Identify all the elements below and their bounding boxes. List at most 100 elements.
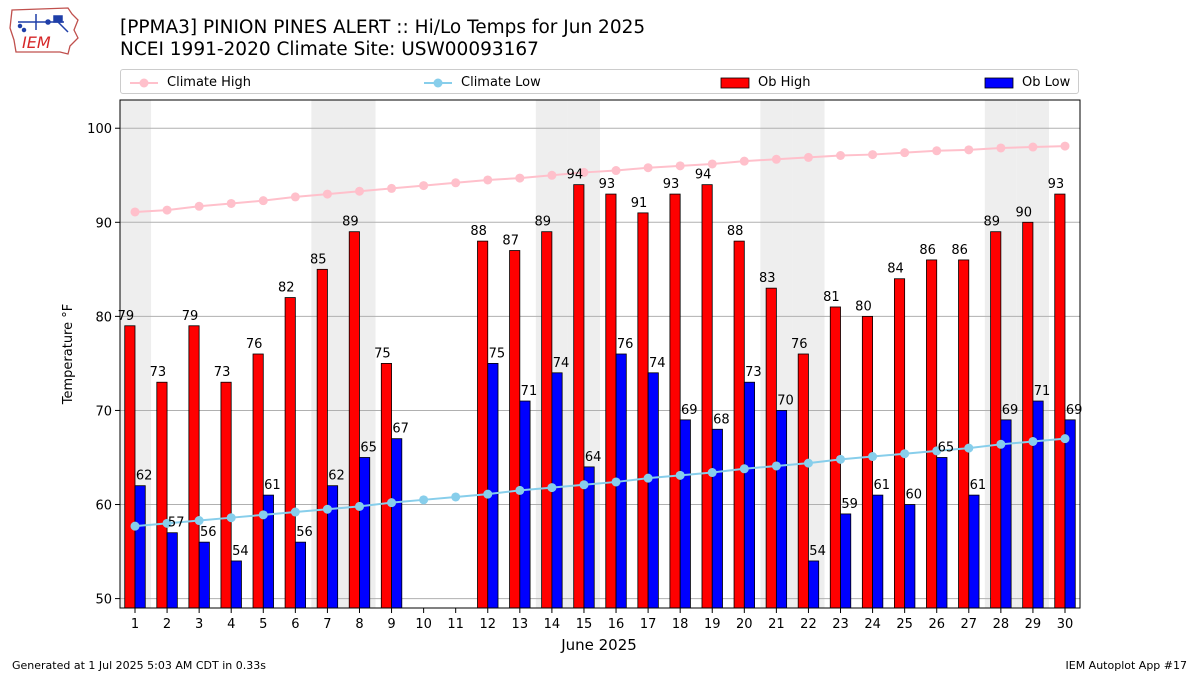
x-tick-label-8: 8 <box>355 617 363 632</box>
ob-high-bar-day-19 <box>701 184 713 609</box>
x-tick-label-27: 27 <box>961 617 978 632</box>
climate-high-point-day-17 <box>643 163 653 173</box>
climate-high-point-day-20 <box>739 156 749 166</box>
x-tick-label-17: 17 <box>640 617 657 632</box>
climate-high-point-day-6 <box>290 192 300 202</box>
ob-high-label-day-18: 93 <box>663 177 680 192</box>
ob-low-bar-day-4 <box>230 560 242 609</box>
climate-low-point-day-12 <box>483 489 493 499</box>
ob-low-label-day-27: 61 <box>970 478 987 493</box>
climate-low-point-day-1 <box>130 521 140 531</box>
ob-low-label-day-12: 75 <box>489 346 506 361</box>
ob-low-bar-day-7 <box>327 485 339 609</box>
climate-low-point-day-22 <box>803 458 813 468</box>
ob-high-bar-day-5 <box>252 353 264 609</box>
ob-low-label-day-2: 57 <box>168 516 185 531</box>
ob-high-label-day-29: 90 <box>1016 205 1033 220</box>
ob-high-label-day-23: 81 <box>823 290 840 305</box>
x-tick-label-22: 22 <box>800 617 817 632</box>
climate-low-point-day-2 <box>162 518 172 528</box>
climate-low-point-day-3 <box>194 516 204 526</box>
ob-low-bar-day-12 <box>487 363 499 609</box>
ob-high-label-day-28: 89 <box>983 215 1000 230</box>
ob-low-bar-day-19 <box>711 428 723 609</box>
climate-low-point-day-10 <box>419 495 429 505</box>
climate-high-point-day-23 <box>836 151 846 161</box>
iowa-state-outline <box>9 7 79 55</box>
ob-high-bar-day-22 <box>797 353 809 609</box>
ob-low-label-day-3: 56 <box>200 525 217 540</box>
ob-high-label-day-13: 87 <box>502 234 519 249</box>
ob-high-bar-swatch <box>720 77 750 88</box>
climate-low-point-day-5 <box>258 510 268 520</box>
ob-low-label-day-21: 70 <box>777 393 794 408</box>
ob-low-bar-day-13 <box>519 400 531 609</box>
ob-low-label-day-25: 60 <box>906 488 923 503</box>
ob-high-bar-day-4 <box>220 381 232 609</box>
climate-low-point-day-19 <box>707 468 717 478</box>
climate-high-point-day-10 <box>419 181 429 191</box>
ob-low-label-day-29: 71 <box>1034 384 1051 399</box>
legend-label-climate-high: Climate High <box>167 75 252 90</box>
ob-low-label-day-23: 59 <box>841 497 858 512</box>
legend-label-ob-low: Ob Low <box>1022 75 1071 90</box>
climate-high-point-day-24 <box>868 150 878 160</box>
x-tick-label-30: 30 <box>1057 617 1074 632</box>
ob-low-label-day-14: 74 <box>553 356 570 371</box>
x-tick-label-2: 2 <box>163 617 171 632</box>
ob-low-label-day-16: 76 <box>617 337 634 352</box>
climate-high-point-day-26 <box>932 146 942 156</box>
ob-low-label-day-4: 54 <box>232 544 249 559</box>
ob-high-bar-day-24 <box>861 315 873 609</box>
climate-high-point-day-3 <box>194 201 204 211</box>
ob-high-bar-day-28 <box>990 231 1002 609</box>
ob-high-bar-day-25 <box>893 278 906 609</box>
climate-low-point-day-24 <box>868 452 878 462</box>
ob-high-label-day-5: 76 <box>246 337 263 352</box>
climate-high-point-day-7 <box>322 189 332 199</box>
footer-generated: Generated at 1 Jul 2025 5:03 AM CDT in 0… <box>12 659 266 672</box>
ob-high-label-day-27: 86 <box>951 243 968 258</box>
ob-high-bar-day-14 <box>541 231 553 609</box>
x-tick-label-18: 18 <box>672 617 689 632</box>
climate-high-point-day-5 <box>258 196 268 206</box>
x-tick-label-3: 3 <box>195 617 203 632</box>
x-tick-label-13: 13 <box>512 617 529 632</box>
x-tick-label-15: 15 <box>576 617 593 632</box>
ob-high-label-day-3: 79 <box>182 309 199 324</box>
ob-low-bar-day-30 <box>1064 419 1076 609</box>
weather-station-icon <box>17 14 69 33</box>
legend: Climate High Climate Low Ob High Ob Low <box>120 69 1079 94</box>
y-tick-label-100: 100 <box>87 122 112 137</box>
x-tick-label-21: 21 <box>768 617 785 632</box>
climate-high-point-day-12 <box>483 175 493 185</box>
x-tick-label-16: 16 <box>608 617 625 632</box>
ob-high-bar-day-15 <box>573 184 585 609</box>
ob-low-label-day-7: 62 <box>328 469 345 484</box>
ob-high-bar-day-27 <box>958 259 970 609</box>
ob-low-label-day-6: 56 <box>296 525 313 540</box>
ob-low-label-day-5: 61 <box>264 478 281 493</box>
climate-low-point-day-15 <box>579 480 589 490</box>
climate-low-point-day-23 <box>836 454 846 464</box>
climate-high-line <box>134 145 1066 213</box>
x-tick-label-10: 10 <box>415 617 432 632</box>
ob-high-label-day-26: 86 <box>919 243 936 258</box>
chart-title: [PPMA3] PINION PINES ALERT :: Hi/Lo Temp… <box>120 17 646 38</box>
climate-high-point-day-8 <box>354 186 364 196</box>
ob-high-bar-day-3 <box>188 325 200 609</box>
climate-low-point-day-9 <box>387 498 397 508</box>
ob-high-bar-day-6 <box>284 297 296 609</box>
climate-low-point-day-25 <box>900 449 910 459</box>
y-tick-label-60: 60 <box>95 499 112 514</box>
ob-high-label-day-1: 79 <box>118 309 135 324</box>
ob-low-bar-swatch <box>984 77 1014 88</box>
x-tick-label-4: 4 <box>227 617 235 632</box>
chart-subtitle: NCEI 1991-2020 Climate Site: USW00093167 <box>120 39 539 60</box>
x-tick-label-6: 6 <box>291 617 299 632</box>
ob-low-bar-day-23 <box>840 513 852 609</box>
climate-high-point-day-13 <box>515 173 525 183</box>
legend-item-ob-high: Ob High <box>720 70 811 95</box>
climate-high-point-day-21 <box>771 154 781 164</box>
